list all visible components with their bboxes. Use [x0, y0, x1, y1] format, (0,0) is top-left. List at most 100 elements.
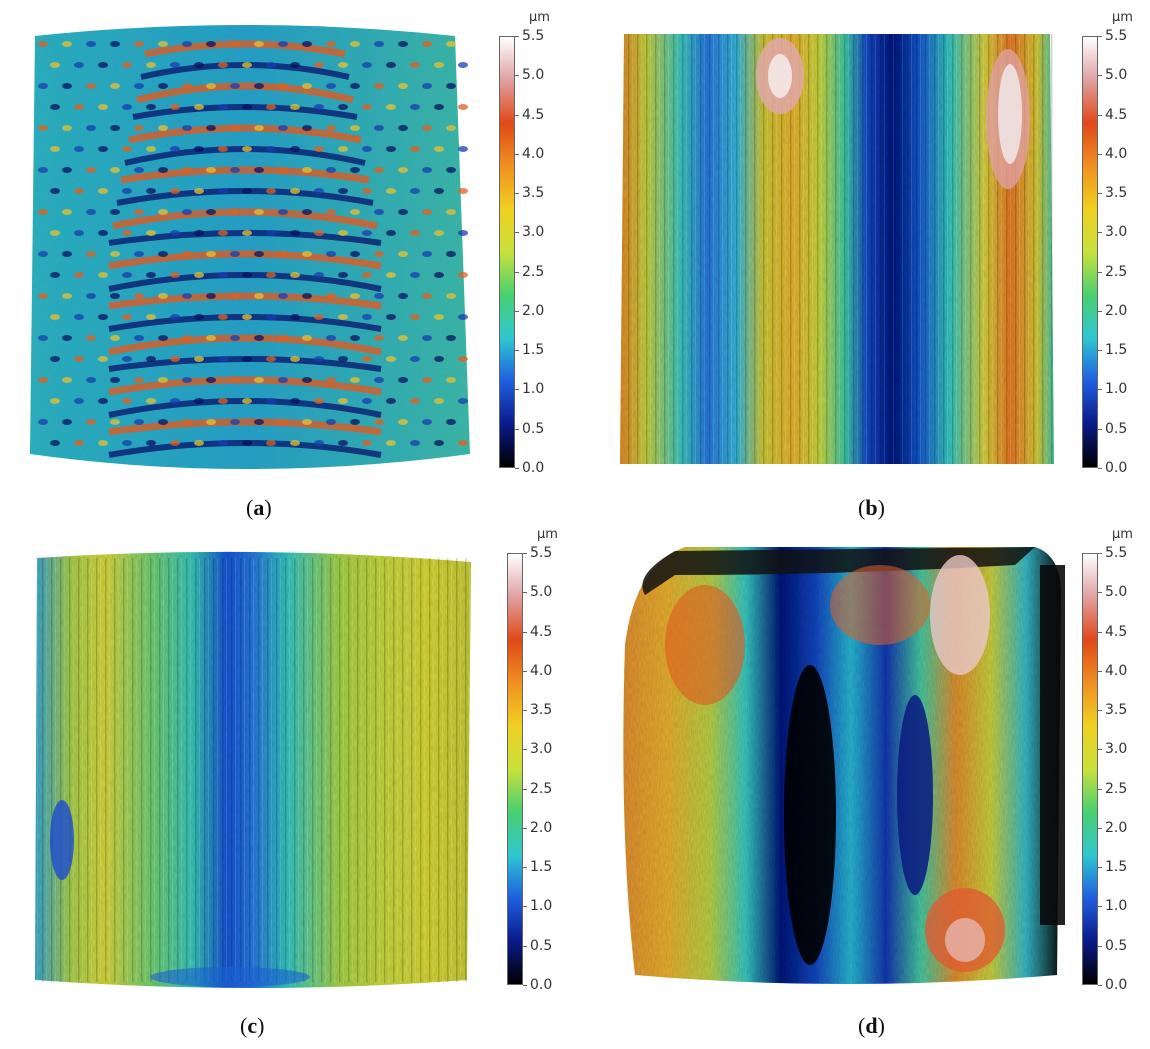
ripple-spot — [314, 62, 324, 68]
ripple-band — [120, 166, 370, 184]
ripple-spot — [146, 440, 156, 446]
ripple-spot — [338, 356, 348, 362]
ripple-spot — [254, 209, 264, 215]
ripple-spot — [302, 335, 312, 341]
ripple-spot — [62, 335, 72, 341]
ripple-spot — [134, 167, 144, 173]
ripple-spot — [182, 167, 192, 173]
ripple-spot — [194, 398, 204, 404]
ripple-spot — [338, 230, 348, 236]
ripple-spot — [98, 62, 108, 68]
ripple-spot — [254, 335, 264, 341]
ripple-spot — [110, 167, 120, 173]
colorbar-tickmark — [1098, 310, 1102, 312]
ripple-spot — [422, 83, 432, 89]
colorbar-tick-label: 4.0 — [1105, 145, 1128, 162]
panel-d — [615, 535, 1065, 1000]
ripple-spot — [134, 125, 144, 131]
ripple-spot — [350, 293, 360, 299]
ripple-spot — [374, 167, 384, 173]
colorbar-tickmark — [523, 592, 527, 594]
colorbar-tick-label: 5.5 — [1105, 28, 1128, 44]
ripple-spot — [206, 377, 216, 383]
ripple-spot — [86, 335, 96, 341]
ripple-spot — [122, 272, 132, 278]
colorbar-gradient — [1082, 36, 1098, 468]
ripple-spot — [314, 440, 324, 446]
ripple-spot — [206, 419, 216, 425]
ripple-spot — [422, 293, 432, 299]
ripple-spot — [386, 398, 396, 404]
ripple-spot — [146, 230, 156, 236]
ripple-spot — [458, 398, 468, 404]
ripple-spot — [134, 209, 144, 215]
ripple-spot — [86, 125, 96, 131]
ripple-spot — [434, 146, 444, 152]
ripple-spot — [278, 209, 288, 215]
ripple-spot — [314, 104, 324, 110]
colorbar-unit: µm — [529, 10, 550, 25]
ripple-spot — [206, 335, 216, 341]
ripple-spot — [278, 419, 288, 425]
ripple-spot — [254, 377, 264, 383]
ripple-spot — [170, 440, 180, 446]
colorbar-tickmark — [1098, 232, 1102, 234]
ripple-spot — [386, 314, 396, 320]
colorbar-tick-label: 0.0 — [522, 460, 545, 476]
colorbar-tick-label: 0.5 — [1105, 937, 1128, 954]
ripple-spot — [266, 314, 276, 320]
ripple-spot — [230, 335, 240, 341]
ripple-spot — [242, 440, 252, 446]
colorbar-tick-label: 0.5 — [522, 420, 545, 437]
ripple-spot — [218, 398, 228, 404]
ripple-spot — [62, 251, 72, 257]
ripple-spot — [122, 230, 132, 236]
colorbar-tickmark — [1098, 631, 1102, 633]
ripple-spot — [146, 62, 156, 68]
ripple-spot — [74, 62, 84, 68]
ripple-spot — [362, 230, 372, 236]
colorbar-tick-label: 4.0 — [530, 662, 553, 679]
ripple-spot — [86, 41, 96, 47]
ripple-spot — [266, 440, 276, 446]
ripple-spot — [74, 188, 84, 194]
ripple-spot — [410, 230, 420, 236]
ripple-spot — [206, 41, 216, 47]
ripple-spot — [98, 314, 108, 320]
ripple-spot — [134, 293, 144, 299]
ripple-spot — [314, 398, 324, 404]
caption-a: (a) — [246, 495, 272, 520]
ripple-spot — [458, 188, 468, 194]
ripple-spot — [290, 356, 300, 362]
ripple-spot — [374, 251, 384, 257]
ripple-spot — [434, 104, 444, 110]
ripple-spot — [362, 314, 372, 320]
ripple-spot — [326, 209, 336, 215]
colorbar-b: µm 5.5 5.0 4.5 4.0 3.5 3.0 2.5 2.0 1.5 1.0 0.5 0.0 — [1080, 10, 1150, 480]
ripple-spot — [62, 41, 72, 47]
ripple-spot — [182, 209, 192, 215]
ripple-spot — [38, 125, 48, 131]
ripple-spot — [230, 83, 240, 89]
surface-map-c — [35, 551, 471, 988]
ripple-spot — [218, 314, 228, 320]
ripple-spot — [50, 62, 60, 68]
ripple-spot — [278, 251, 288, 257]
ripple-spot — [446, 419, 456, 425]
colorbar-unit: µm — [1112, 10, 1133, 25]
ripple-spot — [158, 251, 168, 257]
ripple-spot — [278, 377, 288, 383]
ripple-spot — [206, 167, 216, 173]
ripple-spot — [398, 125, 408, 131]
colorbar-tickmark — [1098, 114, 1102, 116]
ripple-spot — [314, 272, 324, 278]
ripple-spot — [122, 104, 132, 110]
ripple-band — [108, 292, 382, 310]
ripple-spot — [422, 125, 432, 131]
ripple-spot — [350, 209, 360, 215]
ripple-spot — [98, 440, 108, 446]
colorbar-tickmark — [515, 389, 519, 391]
colorbar-tickmark — [515, 75, 519, 77]
ripple-spot — [170, 398, 180, 404]
ripple-spot — [338, 272, 348, 278]
